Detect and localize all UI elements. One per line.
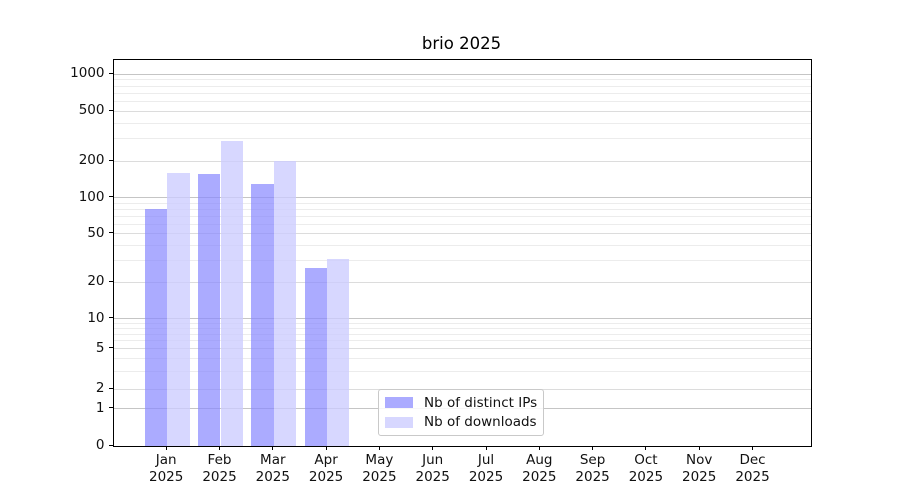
gridline (114, 160, 811, 162)
gridline (114, 208, 811, 210)
y-tick-label: 10 (87, 309, 105, 326)
bar-downloads (220, 140, 243, 446)
legend-item: Nb of downloads (385, 414, 537, 431)
bar-downloads (327, 258, 350, 446)
gridline (114, 73, 811, 75)
bar-distinct-ips (251, 183, 274, 446)
x-tick-mark (165, 446, 167, 450)
legend-item: Nb of distinct IPs (385, 394, 538, 411)
gridline (114, 281, 811, 283)
x-tick-label: Nov 2025 (682, 452, 717, 485)
legend-label: Nb of distinct IPs (424, 394, 538, 411)
y-tick-mark (108, 109, 113, 111)
chart-title: brio 2025 (421, 34, 502, 53)
legend-label: Nb of downloads (424, 414, 537, 431)
gridline (114, 340, 811, 342)
gridline (114, 110, 811, 112)
x-tick-label: Jul 2025 (468, 452, 504, 485)
x-tick-label: Apr 2025 (308, 452, 344, 485)
gridline (114, 333, 811, 335)
y-tick-label: 2 (95, 380, 105, 397)
gridline (114, 358, 811, 360)
bar-downloads (167, 172, 190, 446)
gridline (114, 318, 811, 320)
gridline (114, 100, 811, 102)
gridline (114, 215, 811, 217)
legend-swatch-distinct-ips (385, 397, 413, 409)
y-tick-label: 1 (95, 399, 105, 416)
gridline (114, 122, 811, 124)
y-tick-label: 5 (95, 339, 105, 356)
bar-distinct-ips (304, 268, 328, 446)
x-tick-label: Sep 2025 (575, 452, 610, 485)
gridline (114, 244, 811, 246)
x-tick-mark (378, 446, 380, 450)
gridline (114, 202, 811, 204)
bar-downloads (273, 161, 297, 446)
x-tick-mark (432, 446, 434, 450)
y-tick-mark (108, 232, 113, 234)
y-tick-label: 0 (95, 437, 105, 453)
y-tick-mark (108, 196, 113, 198)
x-tick-label: Dec 2025 (735, 452, 770, 485)
gridline (114, 327, 811, 329)
x-tick-mark (645, 446, 647, 450)
legend: Nb of distinct IPs Nb of downloads (378, 389, 544, 436)
x-tick-label: May 2025 (362, 452, 397, 485)
y-tick-label: 20 (87, 273, 105, 289)
y-tick-mark (108, 407, 113, 409)
x-tick-mark (325, 446, 327, 450)
y-tick-label: 50 (87, 224, 105, 241)
plot-area (113, 59, 812, 447)
x-tick-label: Mar 2025 (255, 452, 290, 485)
gridline (114, 138, 811, 140)
x-tick-mark (485, 446, 487, 450)
bar-distinct-ips (198, 174, 221, 446)
gridline (114, 260, 811, 262)
bar-distinct-ips (144, 209, 168, 446)
gridline (114, 370, 811, 372)
x-tick-label: Aug 2025 (522, 452, 557, 485)
gridline (114, 322, 811, 324)
x-tick-mark (219, 446, 220, 450)
y-tick-mark (108, 317, 113, 319)
x-tick-label: Jan 2025 (149, 452, 184, 485)
gridline (114, 223, 811, 225)
y-tick-label: 1000 (70, 65, 105, 82)
gridline (114, 92, 811, 94)
gridline (114, 233, 811, 235)
x-tick-label: Feb 2025 (202, 452, 237, 485)
x-tick-mark (272, 446, 274, 450)
gridline (114, 79, 811, 81)
y-tick-mark (108, 444, 113, 446)
gridline (114, 85, 811, 87)
y-tick-label: 200 (78, 152, 105, 168)
x-tick-mark (538, 446, 540, 450)
legend-swatch-downloads (385, 416, 413, 428)
x-tick-label: Jun 2025 (415, 452, 450, 485)
x-tick-mark (698, 446, 700, 450)
y-tick-mark (108, 72, 113, 74)
x-tick-mark (592, 446, 594, 450)
x-tick-mark (752, 446, 753, 450)
gridline (114, 348, 811, 350)
y-tick-mark (108, 280, 113, 282)
y-tick-mark (108, 159, 113, 161)
gridline (114, 197, 811, 199)
y-tick-label: 500 (78, 102, 105, 118)
y-tick-mark (108, 387, 113, 389)
x-tick-label: Oct 2025 (628, 452, 664, 485)
y-tick-mark (108, 347, 113, 349)
y-tick-label: 100 (78, 188, 105, 205)
